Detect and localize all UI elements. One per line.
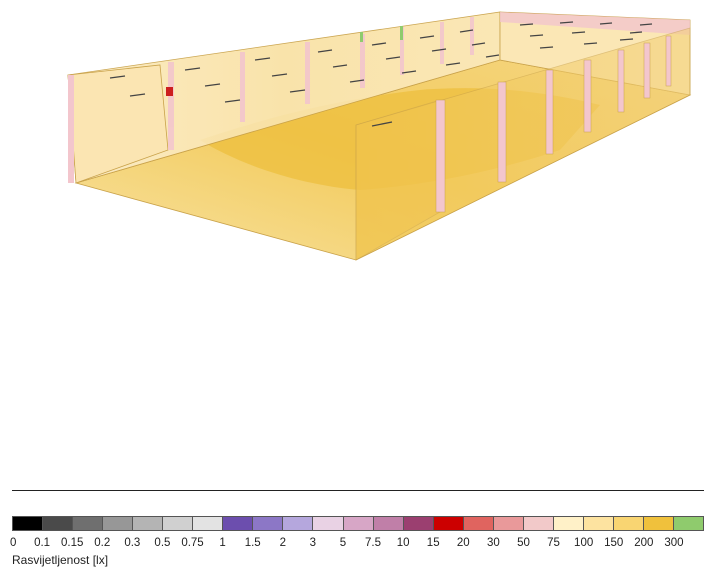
scale-swatch [373,517,404,530]
scale-tick-label: 0.15 [60,537,84,549]
scale-tick-label: 10 [396,537,410,549]
scale-tick-label: 100 [574,537,594,549]
scale-tick-label: 0 [10,537,17,549]
scale-swatch [613,517,644,530]
illuminance-unit-label: Rasvijetljenost [lx] [12,553,109,567]
separator-line [12,490,704,491]
scale-tick-label: 0.2 [94,537,111,549]
scale-swatch [163,517,194,530]
scale-swatch [133,517,164,530]
scale-tick-label: 3 [309,537,317,549]
illuminance-color-scale [12,516,704,531]
scale-swatch [283,517,314,530]
scale-tick-label: 1.5 [244,537,261,549]
front-wall-pillars [435,35,672,213]
scale-swatch [343,517,374,530]
scale-swatch [463,517,494,530]
scale-swatch [643,517,675,530]
scale-swatch [583,517,614,530]
scale-tick-label: 150 [604,537,624,549]
scale-tick-label: 2 [279,537,286,549]
scale-tick-label: 0.1 [34,537,51,549]
scale-tick-label: 20 [456,537,470,549]
scale-swatch [493,517,524,530]
scale-swatch [73,517,104,530]
scale-tick-label: 1 [219,537,226,549]
green-marker-2 [360,32,363,42]
illuminance-scale-ticks: 0 0.1 0.15 0.2 0.3 0.5 0.75 1 1.5 2 3 5 7.5 10 15 20 30 5… [0,537,706,551]
scale-tick-label: 30 [486,537,500,549]
scale-swatch [674,517,704,530]
back-wall-pillars [168,17,474,150]
scale-tick-label: 7.5 [365,537,382,549]
left-wall-pink-strip [68,75,74,183]
scale-swatch [553,517,584,530]
scale-swatch [433,517,464,530]
3d-illuminance-render [67,11,692,261]
scale-tick-label: 0.5 [154,537,171,549]
scale-swatch [43,517,74,530]
end-wall-pink-band [500,12,690,35]
scale-tick-label: 5 [339,537,347,549]
scale-swatch [313,517,344,530]
scale-tick-label: 200 [634,537,654,549]
scale-swatch [253,517,284,530]
green-marker [400,26,403,40]
scale-tick-label: 50 [517,537,530,549]
front-corner-panel [355,99,441,261]
scale-tick-label: 75 [547,537,560,549]
scale-swatch [103,517,134,530]
scale-swatch [223,517,254,530]
scale-swatch [193,517,224,530]
luminaire-rows [109,21,653,127]
scale-tick-label: 0.75 [181,537,204,549]
scale-swatch [13,517,44,530]
scale-tick-label: 0.3 [124,537,141,549]
scale-tick-label: 15 [426,537,440,549]
scale-swatch [523,517,554,530]
scale-swatch [403,517,434,530]
red-marker [166,87,173,96]
scale-tick-label: 300 [664,537,684,549]
